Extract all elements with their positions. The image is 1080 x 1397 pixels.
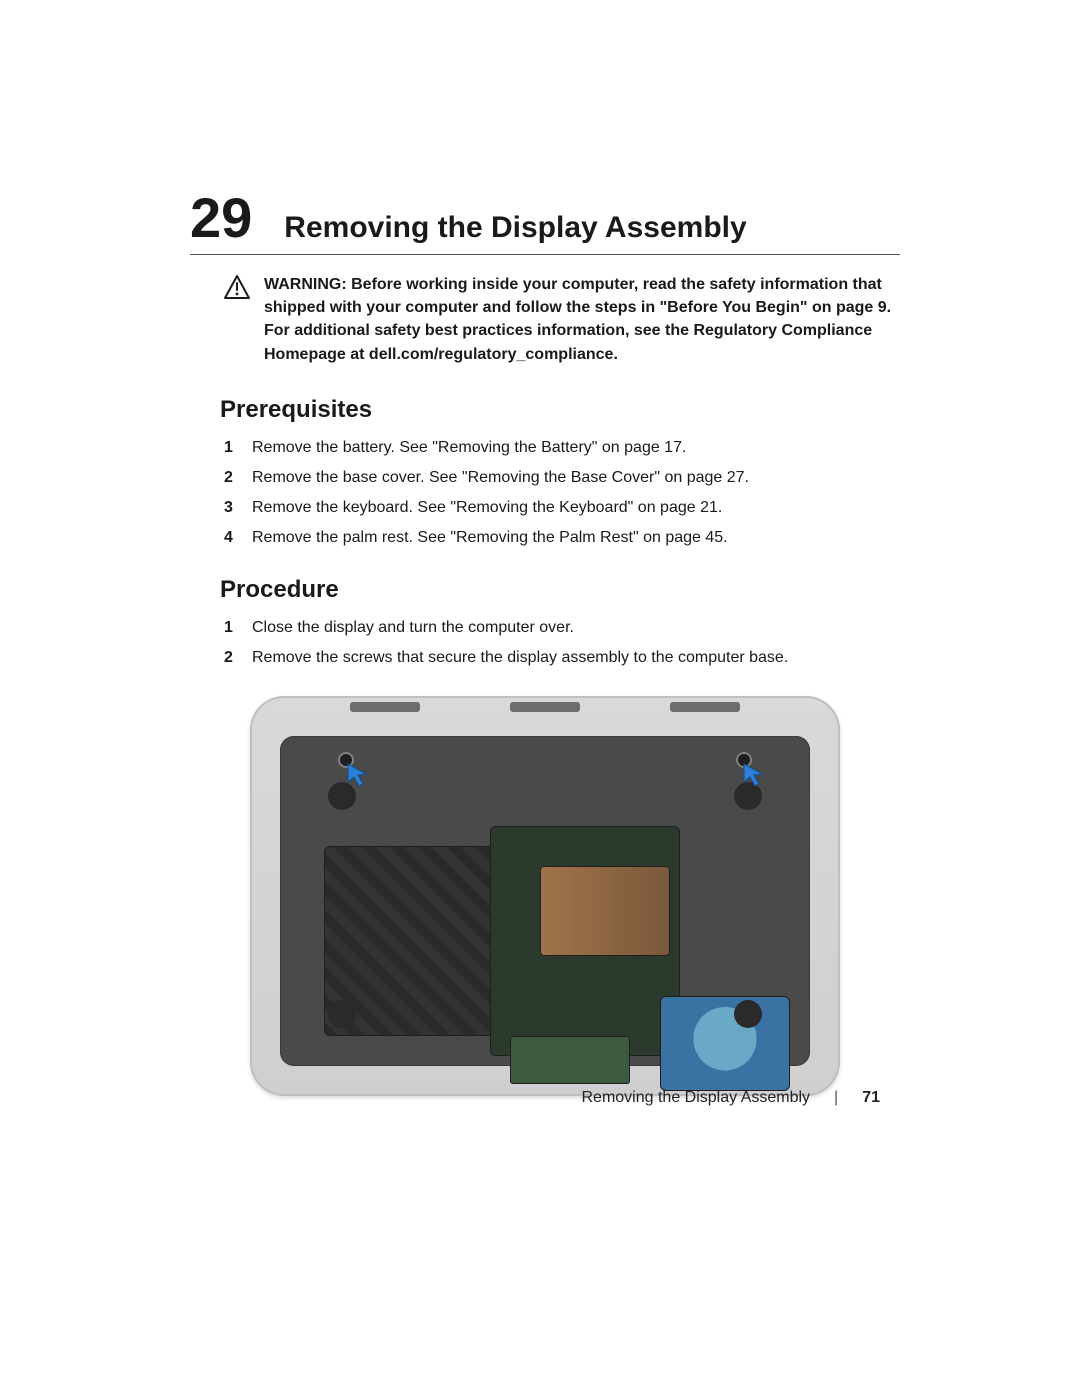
list-item-text: Close the display and turn the computer … bbox=[252, 616, 574, 640]
list-item: 2Remove the base cover. See "Removing th… bbox=[224, 466, 900, 490]
prerequisites-list: 1Remove the battery. See "Removing the B… bbox=[224, 436, 900, 550]
list-item: 1Close the display and turn the computer… bbox=[224, 616, 900, 640]
list-item-text: Remove the base cover. See "Removing the… bbox=[252, 466, 749, 490]
footer-page-number: 71 bbox=[862, 1089, 880, 1107]
list-item: 2Remove the screws that secure the displ… bbox=[224, 646, 900, 670]
list-item-text: Remove the keyboard. See "Removing the K… bbox=[252, 496, 722, 520]
hinge bbox=[670, 702, 740, 712]
ram-slot bbox=[510, 1036, 630, 1084]
warning-text: WARNING: Before working inside your comp… bbox=[264, 273, 900, 366]
hinge bbox=[510, 702, 580, 712]
warning-triangle-icon bbox=[224, 275, 250, 299]
chapter-header: 29 Removing the Display Assembly bbox=[190, 190, 900, 255]
procedure-list: 1Close the display and turn the computer… bbox=[224, 616, 900, 670]
rubber-foot bbox=[328, 1000, 356, 1028]
footer-title: Removing the Display Assembly bbox=[582, 1089, 811, 1107]
chapter-title: Removing the Display Assembly bbox=[284, 211, 746, 244]
chapter-number: 29 bbox=[190, 190, 252, 246]
heatsink bbox=[540, 866, 670, 956]
procedure-heading: Procedure bbox=[220, 576, 900, 604]
hinge bbox=[350, 702, 420, 712]
page-footer: Removing the Display Assembly | 71 bbox=[582, 1089, 881, 1107]
warning-block: WARNING: Before working inside your comp… bbox=[224, 273, 900, 366]
list-item-text: Remove the screws that secure the displa… bbox=[252, 646, 788, 670]
list-item-text: Remove the palm rest. See "Removing the … bbox=[252, 526, 728, 550]
cursor-arrow-icon bbox=[346, 762, 372, 788]
laptop-base-figure bbox=[250, 696, 840, 1096]
warning-body: Before working inside your computer, rea… bbox=[264, 276, 891, 363]
list-item-text: Remove the battery. See "Removing the Ba… bbox=[252, 436, 686, 460]
list-item: 3Remove the keyboard. See "Removing the … bbox=[224, 496, 900, 520]
list-item: 1Remove the battery. See "Removing the B… bbox=[224, 436, 900, 460]
hdd-bay bbox=[660, 996, 790, 1091]
warning-label: WARNING: bbox=[264, 276, 347, 293]
rubber-foot bbox=[734, 1000, 762, 1028]
prerequisites-heading: Prerequisites bbox=[220, 396, 900, 424]
cursor-arrow-icon bbox=[742, 762, 768, 788]
footer-separator: | bbox=[834, 1089, 838, 1107]
list-item: 4Remove the palm rest. See "Removing the… bbox=[224, 526, 900, 550]
